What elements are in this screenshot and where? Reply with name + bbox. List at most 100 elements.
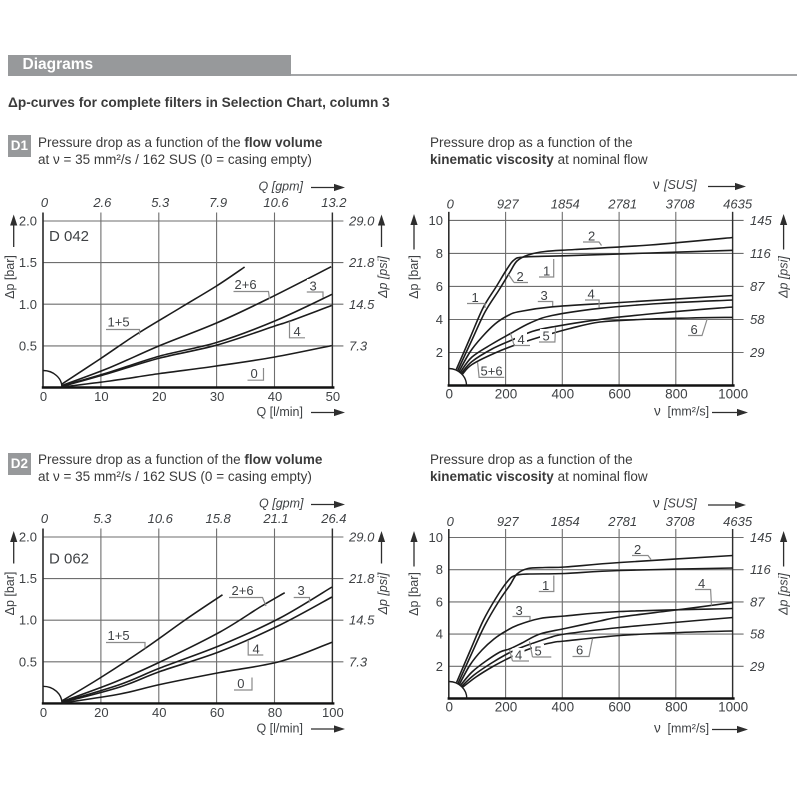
svg-text:ν: ν: [653, 496, 660, 511]
svg-text:30: 30: [210, 389, 224, 404]
svg-text:Q [gpm]: Q [gpm]: [259, 180, 304, 194]
svg-text:87: 87: [750, 279, 765, 294]
svg-text:21.1: 21.1: [262, 511, 288, 526]
svg-text:400: 400: [552, 700, 575, 715]
svg-text:1.0: 1.0: [19, 613, 37, 628]
svg-text:5: 5: [535, 644, 542, 659]
svg-text:800: 800: [665, 700, 688, 715]
svg-text:1: 1: [543, 264, 550, 279]
svg-text:4: 4: [294, 324, 301, 339]
svg-text:4: 4: [588, 287, 595, 302]
svg-text:1854: 1854: [551, 197, 580, 212]
svg-text:4: 4: [698, 576, 705, 591]
svg-text:10: 10: [429, 530, 443, 545]
svg-text:2: 2: [517, 269, 524, 284]
svg-text:40: 40: [268, 389, 282, 404]
svg-text:10: 10: [94, 389, 108, 404]
svg-text:40: 40: [152, 705, 166, 720]
svg-text:145: 145: [750, 213, 772, 228]
svg-text:14.5: 14.5: [349, 613, 375, 628]
svg-text:60: 60: [210, 705, 224, 720]
svg-text:600: 600: [608, 700, 631, 715]
svg-text:87: 87: [750, 594, 765, 609]
svg-text:Q [l/min]: Q [l/min]: [256, 722, 303, 736]
svg-text:1000: 1000: [718, 387, 748, 402]
svg-text:4: 4: [515, 648, 522, 663]
svg-text:1+5: 1+5: [108, 628, 130, 643]
svg-text:4: 4: [436, 627, 443, 642]
svg-text:D 062: D 062: [49, 551, 89, 568]
svg-text:14.5: 14.5: [349, 297, 375, 312]
svg-text:1: 1: [542, 578, 549, 593]
svg-text:Δp [psi]: Δp [psi]: [777, 573, 791, 616]
svg-text:200: 200: [495, 700, 518, 715]
svg-text:Δp [bar]: Δp [bar]: [3, 255, 17, 299]
svg-text:0: 0: [237, 676, 244, 691]
svg-text:1.5: 1.5: [19, 571, 37, 586]
svg-text:1854: 1854: [551, 514, 580, 529]
svg-text:29.0: 29.0: [348, 530, 375, 545]
svg-text:4635: 4635: [723, 197, 753, 212]
svg-text:2+6: 2+6: [232, 583, 254, 598]
svg-text:3: 3: [541, 288, 548, 303]
svg-text:Δp [psi]: Δp [psi]: [376, 572, 390, 615]
svg-text:10: 10: [429, 213, 443, 228]
svg-text:3: 3: [516, 603, 523, 618]
svg-text:29: 29: [749, 345, 764, 360]
svg-text:2781: 2781: [607, 514, 637, 529]
svg-text:2.0: 2.0: [19, 530, 37, 545]
svg-text:Q [gpm]: Q [gpm]: [259, 497, 304, 511]
svg-text:7.3: 7.3: [349, 338, 368, 353]
svg-text:ν: ν: [654, 721, 661, 736]
svg-text:5+6: 5+6: [481, 364, 503, 379]
svg-text:2: 2: [634, 542, 641, 557]
svg-text:6: 6: [436, 594, 443, 609]
svg-text:Δp [psi]: Δp [psi]: [777, 256, 791, 299]
svg-text:10.6: 10.6: [148, 511, 174, 526]
svg-text:[mm²/s]: [mm²/s]: [668, 405, 710, 419]
svg-text:Q [l/min]: Q [l/min]: [256, 405, 303, 419]
svg-text:0: 0: [446, 387, 454, 402]
svg-text:0: 0: [41, 195, 49, 210]
svg-text:2.0: 2.0: [19, 214, 37, 229]
svg-text:10.6: 10.6: [263, 195, 289, 210]
svg-text:15.8: 15.8: [205, 511, 231, 526]
svg-text:0: 0: [251, 366, 258, 381]
svg-text:D 042: D 042: [49, 228, 89, 245]
svg-text:20: 20: [152, 389, 166, 404]
svg-text:20: 20: [94, 705, 108, 720]
svg-text:0: 0: [447, 197, 455, 212]
svg-text:0.5: 0.5: [19, 654, 37, 669]
svg-text:Δp [psi]: Δp [psi]: [376, 256, 390, 299]
svg-text:80: 80: [268, 705, 282, 720]
svg-text:400: 400: [552, 387, 575, 402]
svg-text:[SUS]: [SUS]: [663, 178, 697, 192]
svg-text:21.8: 21.8: [348, 571, 375, 586]
svg-text:1: 1: [472, 290, 479, 305]
svg-text:800: 800: [665, 387, 688, 402]
svg-text:8: 8: [436, 562, 443, 577]
svg-text:0: 0: [40, 705, 47, 720]
svg-text:145: 145: [750, 530, 772, 545]
svg-text:927: 927: [497, 514, 519, 529]
svg-text:Δp [bar]: Δp [bar]: [407, 572, 421, 616]
svg-text:600: 600: [608, 387, 631, 402]
svg-text:2.6: 2.6: [92, 195, 112, 210]
svg-text:2781: 2781: [607, 197, 637, 212]
svg-text:ν: ν: [653, 177, 660, 192]
svg-text:116: 116: [750, 562, 771, 577]
svg-text:0.5: 0.5: [19, 338, 37, 353]
svg-text:Δp [bar]: Δp [bar]: [407, 255, 421, 299]
svg-text:3708: 3708: [666, 514, 696, 529]
svg-text:0: 0: [447, 514, 455, 529]
svg-text:3708: 3708: [666, 197, 696, 212]
svg-text:927: 927: [497, 197, 519, 212]
svg-text:0: 0: [40, 389, 47, 404]
svg-text:2: 2: [588, 229, 595, 244]
svg-text:Δp [bar]: Δp [bar]: [3, 572, 17, 616]
svg-text:4: 4: [436, 312, 443, 327]
svg-text:8: 8: [436, 246, 443, 261]
svg-text:4635: 4635: [723, 514, 753, 529]
svg-text:1.0: 1.0: [19, 297, 37, 312]
svg-text:7.9: 7.9: [209, 195, 227, 210]
